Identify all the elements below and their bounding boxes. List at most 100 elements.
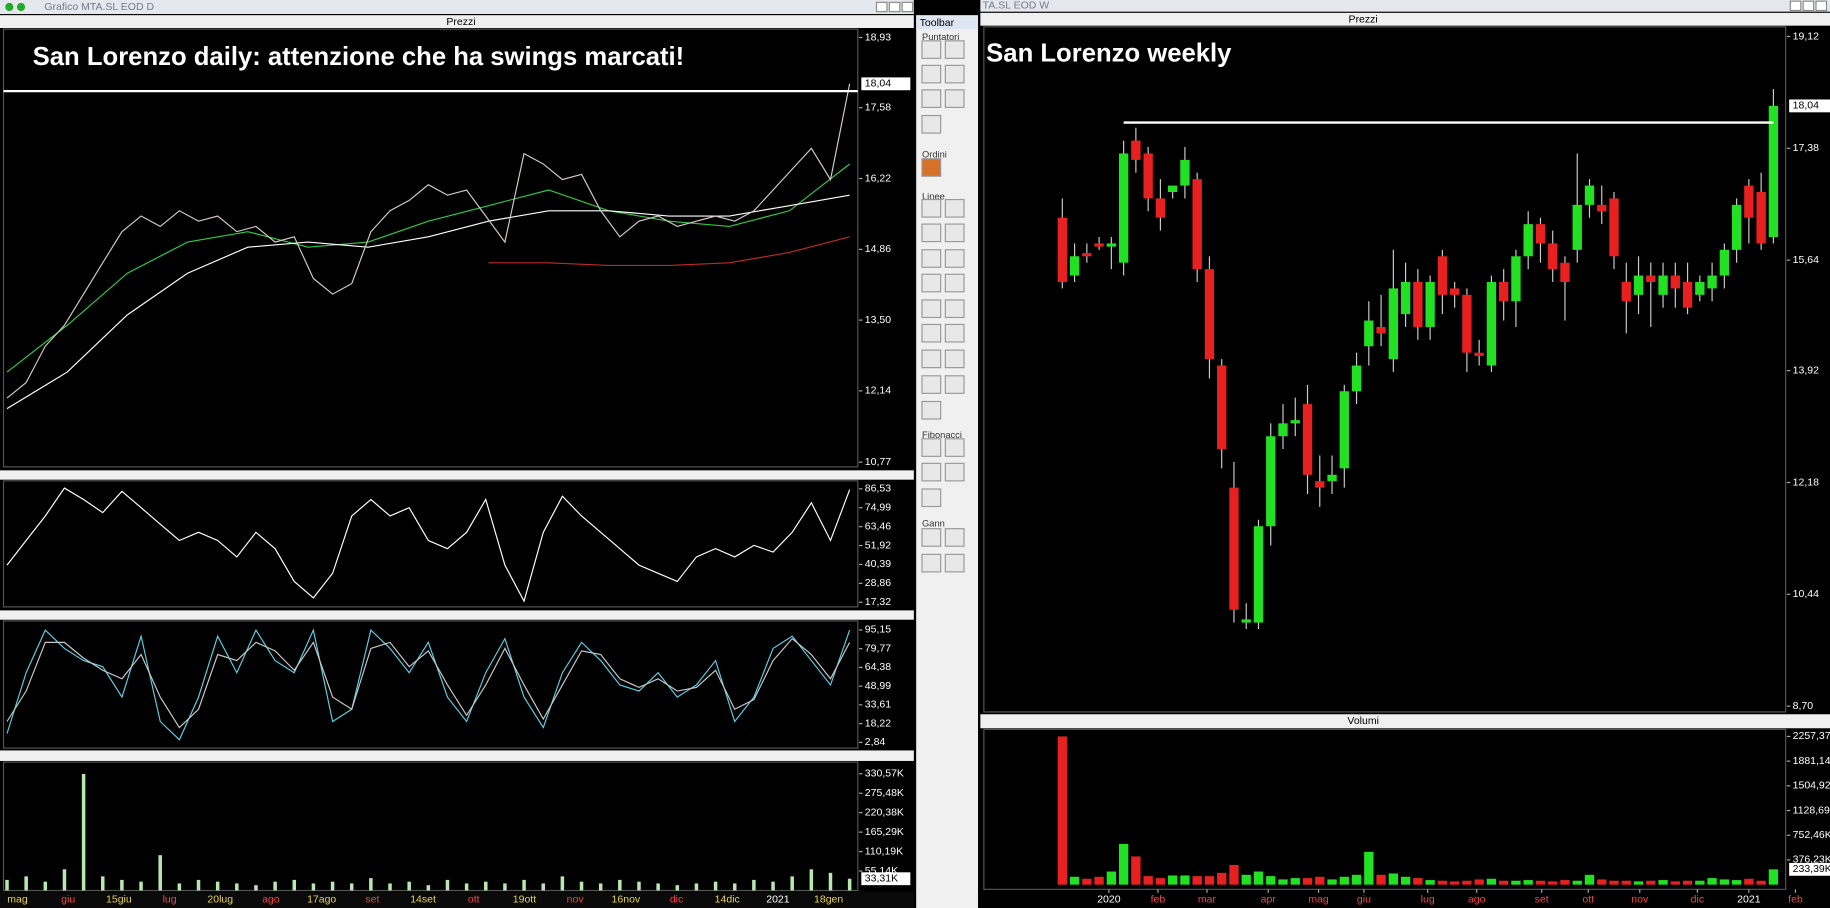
close-button[interactable] bbox=[901, 1, 914, 13]
y-tick-label: 17,32 bbox=[865, 596, 891, 608]
toolbar-tool[interactable] bbox=[921, 114, 942, 134]
toolbar-tool[interactable] bbox=[944, 528, 965, 547]
candle-body bbox=[1217, 365, 1227, 450]
volume-bar bbox=[1204, 876, 1215, 885]
candle-body bbox=[1719, 249, 1730, 276]
volume-bar bbox=[1351, 874, 1362, 885]
toolbar-tool[interactable] bbox=[921, 400, 942, 420]
toolbar-tool[interactable] bbox=[921, 553, 942, 573]
candle-body bbox=[1315, 481, 1325, 488]
toolbar-tool[interactable] bbox=[921, 249, 942, 268]
toolbar-tool[interactable] bbox=[944, 273, 965, 293]
volume-bar bbox=[273, 881, 277, 891]
volume-bar bbox=[43, 881, 48, 891]
panel-frame bbox=[2, 620, 859, 749]
toolbar-tool[interactable] bbox=[944, 349, 965, 369]
toolbar-tool[interactable] bbox=[921, 273, 942, 293]
candle-body bbox=[1241, 619, 1251, 623]
toolbar-tool[interactable] bbox=[944, 462, 965, 482]
volume-bar bbox=[484, 881, 488, 891]
toolbar-tool[interactable] bbox=[944, 553, 965, 573]
toolbar-tool[interactable] bbox=[944, 89, 965, 108]
volume-bar bbox=[388, 883, 392, 891]
toolbar-title: Toolbar bbox=[920, 17, 955, 29]
toolbar-tool[interactable] bbox=[944, 40, 965, 59]
toolbar-tool[interactable] bbox=[944, 323, 965, 343]
toolbar-tool[interactable] bbox=[921, 375, 942, 394]
maximize-button[interactable] bbox=[1802, 0, 1815, 12]
candle-body bbox=[1364, 320, 1374, 347]
volume-bar bbox=[1266, 876, 1276, 885]
current-value-label: 233,39K bbox=[1793, 863, 1830, 875]
x-tick-label: 18gen bbox=[814, 894, 843, 906]
maximize-button[interactable] bbox=[888, 1, 901, 13]
stochastic-line bbox=[6, 628, 851, 741]
x-tick-label: 2021 bbox=[1737, 894, 1761, 906]
volume-bar bbox=[790, 876, 794, 891]
y-tick-label: 51,92 bbox=[865, 539, 891, 551]
x-tick-label: mar bbox=[1198, 894, 1217, 906]
toolbar-tool[interactable] bbox=[921, 198, 942, 218]
toolbar-tool[interactable] bbox=[921, 462, 942, 482]
panel-frame bbox=[2, 761, 859, 892]
toolbar-tool[interactable] bbox=[944, 64, 965, 84]
toolbar-tool[interactable] bbox=[944, 223, 965, 243]
volume-bar bbox=[1388, 873, 1399, 885]
y-tick-label: 19,12 bbox=[1793, 30, 1819, 42]
candle-body bbox=[1548, 243, 1558, 270]
candle-body bbox=[1131, 140, 1141, 160]
toolbar-tool[interactable] bbox=[944, 198, 965, 218]
toolbar-tool[interactable] bbox=[921, 438, 942, 457]
toolbar-tool[interactable] bbox=[921, 349, 942, 369]
toolbar-tool[interactable] bbox=[921, 488, 942, 508]
toolbar-section: Linee bbox=[922, 192, 945, 202]
volume-bar bbox=[1633, 881, 1644, 885]
toolbar-section: Ordini bbox=[922, 150, 947, 160]
price-line bbox=[6, 83, 851, 399]
toolbar-tool[interactable] bbox=[921, 158, 942, 177]
toolbar-tool[interactable] bbox=[944, 375, 965, 394]
y-tick-label: 18,93 bbox=[865, 31, 891, 43]
toolbar-tool[interactable] bbox=[944, 249, 965, 268]
toolbar-tool[interactable] bbox=[944, 438, 965, 457]
candle-body bbox=[1253, 526, 1264, 623]
toolbar-tool[interactable] bbox=[921, 528, 942, 547]
toolbar-tool[interactable] bbox=[921, 223, 942, 243]
toolbar-tool[interactable] bbox=[921, 64, 942, 84]
volume-bar bbox=[1572, 880, 1582, 885]
volume-bar bbox=[330, 881, 335, 891]
candle-body bbox=[1167, 185, 1178, 193]
volume-bar bbox=[1167, 875, 1178, 885]
minimize-button[interactable] bbox=[875, 1, 888, 13]
chart-annotation: San Lorenzo daily: attenzione che ha swi… bbox=[33, 43, 685, 71]
toolbar-tool[interactable] bbox=[921, 89, 942, 108]
candle-body bbox=[1744, 185, 1754, 218]
volume-bar bbox=[196, 879, 201, 891]
toolbar-section: Puntatori bbox=[922, 32, 959, 42]
x-tick-label: nov bbox=[567, 894, 585, 906]
volume-bar bbox=[560, 876, 565, 891]
toolbar-tool[interactable] bbox=[921, 323, 942, 343]
y-tick-label: 15,64 bbox=[1793, 254, 1819, 266]
minimize-button[interactable] bbox=[1789, 0, 1802, 12]
volume-bar bbox=[522, 879, 526, 891]
volume-bar bbox=[1425, 880, 1435, 885]
candle-body bbox=[1192, 179, 1202, 270]
moving-average bbox=[6, 194, 850, 410]
volume-bar bbox=[1106, 871, 1117, 885]
x-tick-label: feb bbox=[1151, 894, 1166, 906]
current-value-box bbox=[861, 872, 911, 886]
volume-bar bbox=[675, 885, 680, 891]
volume-bar bbox=[1302, 878, 1313, 885]
panel-header bbox=[0, 15, 914, 29]
close-button[interactable] bbox=[1815, 0, 1828, 12]
panel-header bbox=[0, 610, 914, 620]
toolbar-tool[interactable] bbox=[944, 299, 965, 319]
toolbar-tool[interactable] bbox=[921, 40, 942, 59]
volume-bar bbox=[847, 878, 852, 891]
candle-body bbox=[1682, 281, 1693, 308]
volume-bar bbox=[1290, 878, 1300, 885]
candle-body bbox=[1584, 185, 1595, 205]
toolbar-tool[interactable] bbox=[921, 299, 942, 319]
